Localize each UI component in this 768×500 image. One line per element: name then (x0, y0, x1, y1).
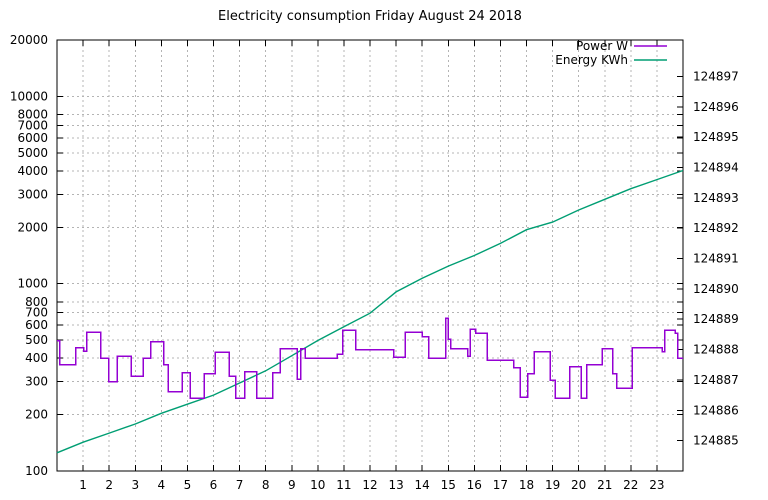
legend-label: Energy KWh (555, 53, 628, 67)
y-left-tick-label: 800 (25, 295, 48, 309)
y-right-tick-label: 124886 (693, 403, 739, 417)
x-tick-label: 11 (336, 478, 351, 492)
x-tick-label: 7 (236, 478, 244, 492)
y-right-tick-label: 124891 (693, 252, 739, 266)
y-right-tick-label: 124897 (693, 69, 739, 83)
y-left-tick-label: 8000 (17, 108, 48, 122)
x-tick-label: 4 (157, 478, 165, 492)
x-tick-label: 8 (262, 478, 270, 492)
y-right-tick-label: 124892 (693, 221, 739, 235)
x-tick-label: 12 (362, 478, 377, 492)
x-tick-label: 6 (210, 478, 218, 492)
x-tick-label: 15 (441, 478, 456, 492)
x-tick-label: 5 (184, 478, 192, 492)
x-tick-label: 22 (623, 478, 638, 492)
legend-label: Power W (576, 39, 628, 53)
y-left-tick-label: 5000 (17, 146, 48, 160)
power-series-line (57, 317, 683, 399)
energy-series-line (56, 169, 684, 454)
y-right-tick-label: 124893 (693, 191, 739, 205)
y-left-tick-label: 10000 (10, 89, 48, 103)
y-right-tick-label: 124885 (693, 434, 739, 448)
y-right-tick-label: 124894 (693, 161, 739, 175)
y-left-tick-label: 400 (25, 351, 48, 365)
x-tick-label: 21 (597, 478, 612, 492)
y-left-tick-label: 4000 (17, 164, 48, 178)
x-tick-label: 13 (388, 478, 403, 492)
y-right-tick-label: 124889 (693, 312, 739, 326)
y-left-tick-label: 100 (25, 464, 48, 478)
y-left-tick-label: 1000 (17, 277, 48, 291)
x-tick-label: 3 (131, 478, 139, 492)
x-tick-label: 14 (415, 478, 430, 492)
x-tick-label: 2 (105, 478, 113, 492)
y-left-tick-label: 500 (25, 333, 48, 347)
y-right-tick-label: 124887 (693, 373, 739, 387)
y-left-tick-label: 600 (25, 318, 48, 332)
chart-title: Electricity consumption Friday August 24… (218, 9, 522, 24)
y-left-tick-label: 7000 (17, 118, 48, 132)
x-tick-label: 18 (519, 478, 534, 492)
y-left-tick-label: 700 (25, 306, 48, 320)
y-left-tick-label: 200 (25, 408, 48, 422)
y-right-tick-label: 124896 (693, 100, 739, 114)
y-left-tick-label: 2000 (17, 220, 48, 234)
y-right-tick-label: 124888 (693, 343, 739, 357)
x-tick-label: 9 (288, 478, 296, 492)
x-tick-label: 10 (310, 478, 325, 492)
y-left-tick-label: 6000 (17, 131, 48, 145)
x-tick-label: 20 (571, 478, 586, 492)
y-left-tick-label: 3000 (17, 187, 48, 201)
x-tick-label: 16 (467, 478, 482, 492)
y-right-tick-label: 124895 (693, 130, 739, 144)
x-tick-label: 17 (493, 478, 508, 492)
y-left-tick-label: 300 (25, 375, 48, 389)
x-tick-label: 1 (79, 478, 87, 492)
x-tick-label: 23 (649, 478, 664, 492)
y-left-tick-label: 20000 (10, 33, 48, 47)
y-right-tick-label: 124890 (693, 282, 739, 296)
x-tick-label: 19 (545, 478, 560, 492)
